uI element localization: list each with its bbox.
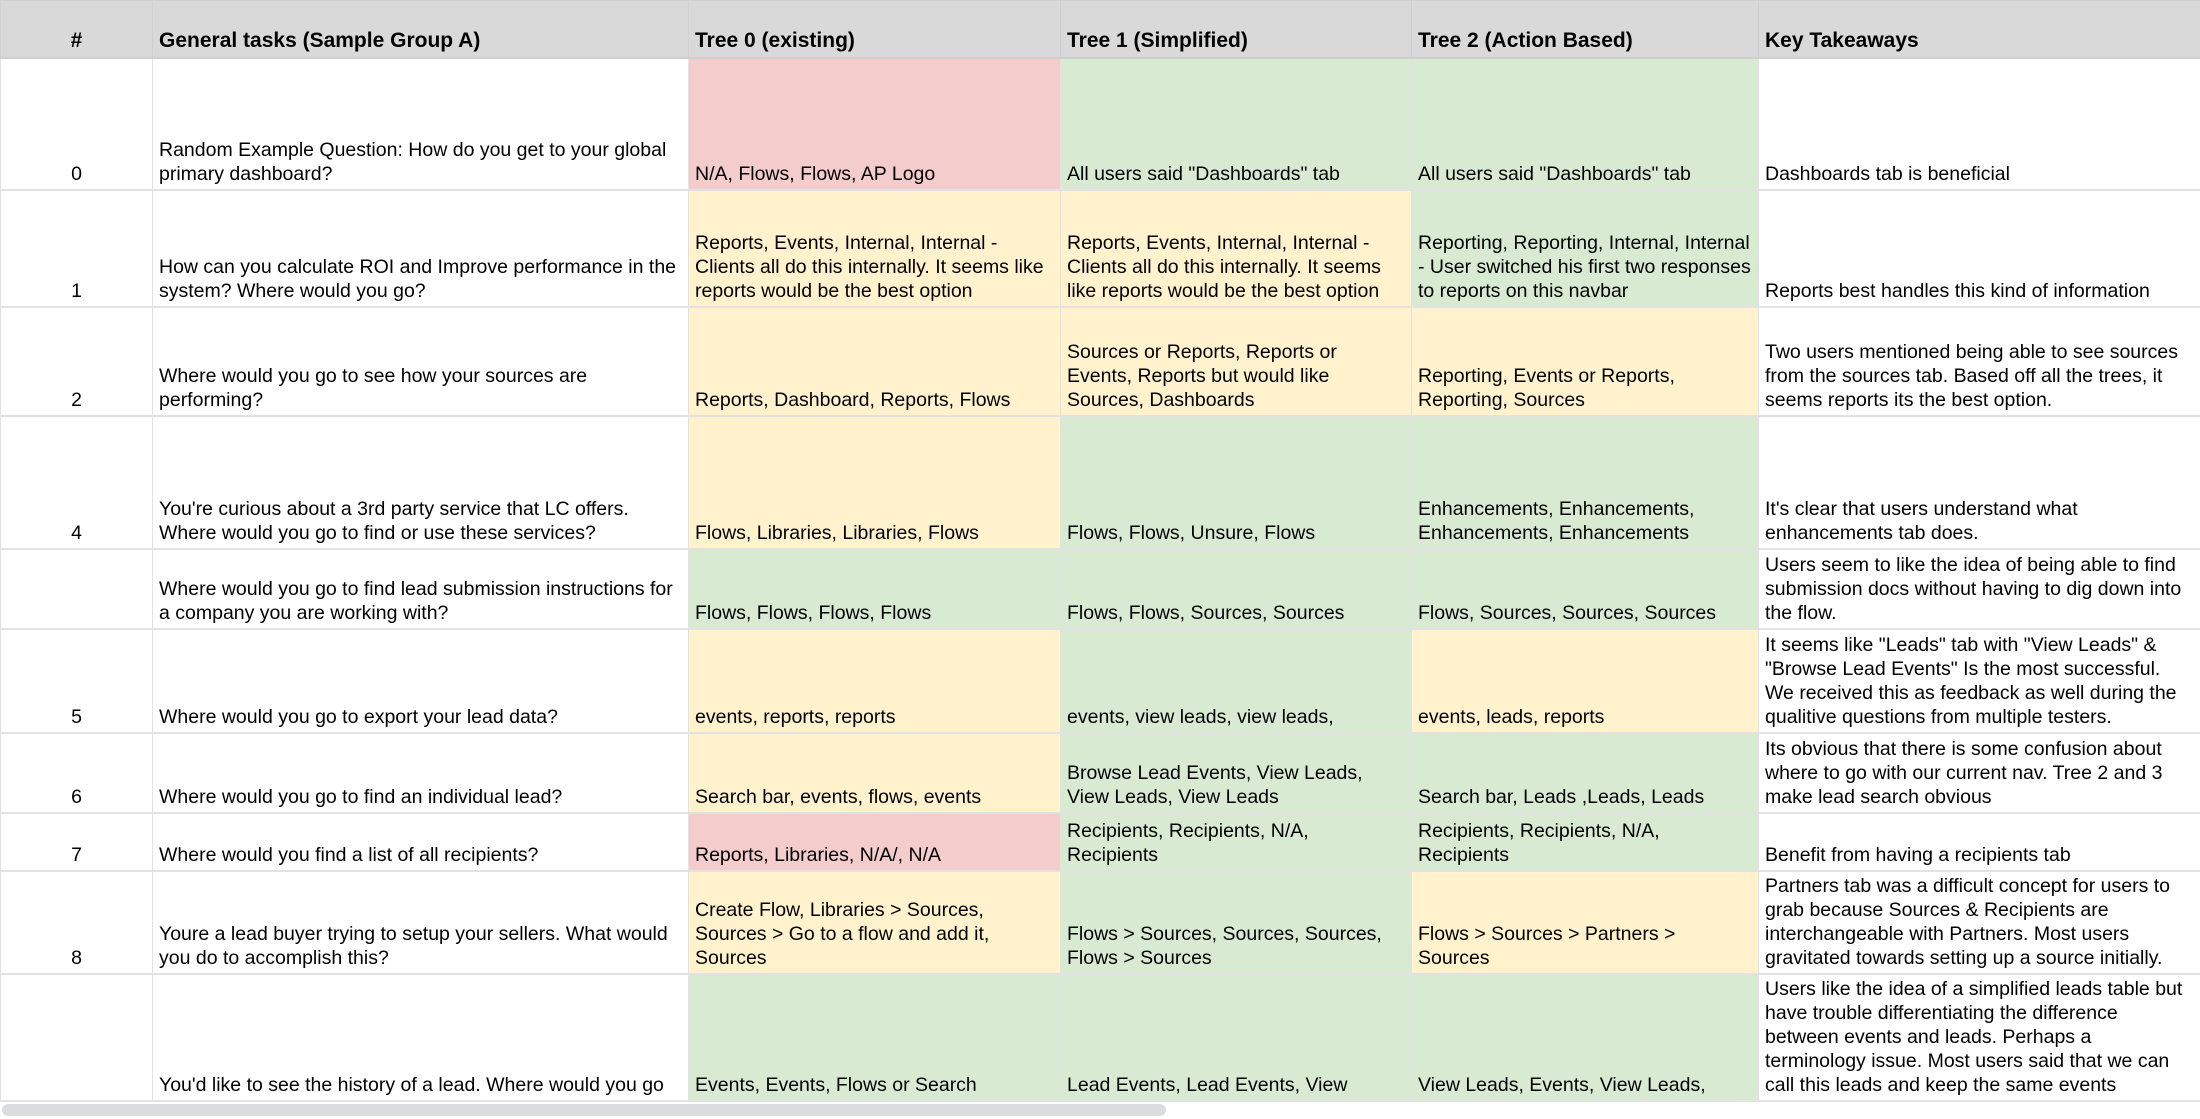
row-number-cell[interactable] xyxy=(1,974,153,1101)
row-number-cell[interactable]: 5 xyxy=(1,629,153,733)
tree-0-cell[interactable]: Flows, Libraries, Libraries, Flows xyxy=(689,416,1061,549)
row-number-cell[interactable]: 0 xyxy=(1,58,153,190)
tree-1-cell[interactable]: Lead Events, Lead Events, View xyxy=(1061,974,1412,1101)
key-takeaway-cell[interactable]: It's clear that users understand what en… xyxy=(1759,416,2200,549)
tree-1-cell[interactable]: Sources or Reports, Reports or Events, R… xyxy=(1061,307,1412,416)
tree-0-cell[interactable]: Reports, Dashboard, Reports, Flows xyxy=(689,307,1061,416)
tree-0-cell[interactable]: Reports, Libraries, N/A/, N/A xyxy=(689,813,1061,871)
header-tree-2[interactable]: Tree 2 (Action Based) xyxy=(1412,1,1759,58)
key-takeaway-cell[interactable]: Reports best handles this kind of inform… xyxy=(1759,190,2200,307)
tree-0-cell[interactable]: Search bar, events, flows, events xyxy=(689,733,1061,813)
header-number[interactable]: # xyxy=(1,1,153,58)
tree-0-cell[interactable]: events, reports, reports xyxy=(689,629,1061,733)
tree-2-cell[interactable]: Reporting, Reporting, Internal, Internal… xyxy=(1412,190,1759,307)
task-cell[interactable]: Youre a lead buyer trying to setup your … xyxy=(153,871,689,974)
task-cell[interactable]: Where would you go to find an individual… xyxy=(153,733,689,813)
tree-1-cell[interactable]: All users said "Dashboards" tab xyxy=(1061,58,1412,190)
table-row: Where would you go to find lead submissi… xyxy=(1,549,2200,629)
key-takeaway-cell[interactable]: It seems like "Leads" tab with "View Lea… xyxy=(1759,629,2200,733)
task-cell[interactable]: Where would you go to see how your sourc… xyxy=(153,307,689,416)
tree-0-cell[interactable]: N/A, Flows, Flows, AP Logo xyxy=(689,58,1061,190)
tree-0-cell[interactable]: Reports, Events, Internal, Internal - Cl… xyxy=(689,190,1061,307)
header-tree-0[interactable]: Tree 0 (existing) xyxy=(689,1,1061,58)
key-takeaway-cell[interactable]: Users like the idea of a simplified lead… xyxy=(1759,974,2200,1101)
tree-0-cell[interactable]: Events, Events, Flows or Search xyxy=(689,974,1061,1101)
task-cell[interactable]: You're curious about a 3rd party service… xyxy=(153,416,689,549)
tree-1-cell[interactable]: Recipients, Recipients, N/A, Recipients xyxy=(1061,813,1412,871)
task-cell[interactable]: Where would you go to find lead submissi… xyxy=(153,549,689,629)
key-takeaway-cell[interactable]: Two users mentioned being able to see so… xyxy=(1759,307,2200,416)
header-general-tasks[interactable]: General tasks (Sample Group A) xyxy=(153,1,689,58)
tree-2-cell[interactable]: Enhancements, Enhancements, Enhancements… xyxy=(1412,416,1759,549)
task-cell[interactable]: Where would you find a list of all recip… xyxy=(153,813,689,871)
scrollbar-thumb[interactable] xyxy=(2,1104,1166,1116)
tree-2-cell[interactable]: Flows > Sources > Partners > Sources xyxy=(1412,871,1759,974)
tree-1-cell[interactable]: Browse Lead Events, View Leads, View Lea… xyxy=(1061,733,1412,813)
tree-2-cell[interactable]: View Leads, Events, View Leads, xyxy=(1412,974,1759,1101)
task-cell[interactable]: Where would you go to export your lead d… xyxy=(153,629,689,733)
table-row: You'd like to see the history of a lead.… xyxy=(1,974,2200,1101)
tree-2-cell[interactable]: Reporting, Events or Reports, Reporting,… xyxy=(1412,307,1759,416)
row-number-cell[interactable]: 8 xyxy=(1,871,153,974)
tree-1-cell[interactable]: events, view leads, view leads, xyxy=(1061,629,1412,733)
tree-1-cell[interactable]: Flows, Flows, Unsure, Flows xyxy=(1061,416,1412,549)
header-tree-1[interactable]: Tree 1 (Simplified) xyxy=(1061,1,1412,58)
row-number-cell[interactable] xyxy=(1,549,153,629)
row-number-cell[interactable]: 2 xyxy=(1,307,153,416)
tree-0-cell[interactable]: Create Flow, Libraries > Sources, Source… xyxy=(689,871,1061,974)
key-takeaway-cell[interactable]: Benefit from having a recipients tab xyxy=(1759,813,2200,871)
header-row: # General tasks (Sample Group A) Tree 0 … xyxy=(1,1,2200,58)
key-takeaway-cell[interactable]: Partners tab was a difficult concept for… xyxy=(1759,871,2200,974)
tree-2-cell[interactable]: All users said "Dashboards" tab xyxy=(1412,58,1759,190)
tree-1-cell[interactable]: Flows, Flows, Sources, Sources xyxy=(1061,549,1412,629)
row-number-cell[interactable]: 7 xyxy=(1,813,153,871)
tree-0-cell[interactable]: Flows, Flows, Flows, Flows xyxy=(689,549,1061,629)
tree-2-cell[interactable]: Search bar, Leads ,Leads, Leads xyxy=(1412,733,1759,813)
horizontal-scrollbar[interactable] xyxy=(0,1102,2200,1119)
row-number-cell[interactable]: 6 xyxy=(1,733,153,813)
row-number-cell[interactable]: 4 xyxy=(1,416,153,549)
task-cell[interactable]: How can you calculate ROI and Improve pe… xyxy=(153,190,689,307)
task-cell[interactable]: You'd like to see the history of a lead.… xyxy=(153,974,689,1101)
tree-1-cell[interactable]: Flows > Sources, Sources, Sources, Flows… xyxy=(1061,871,1412,974)
tree-1-cell[interactable]: Reports, Events, Internal, Internal - Cl… xyxy=(1061,190,1412,307)
tree-2-cell[interactable]: events, leads, reports xyxy=(1412,629,1759,733)
tree-2-cell[interactable]: Recipients, Recipients, N/A, Recipients xyxy=(1412,813,1759,871)
key-takeaway-cell[interactable]: Its obvious that there is some confusion… xyxy=(1759,733,2200,813)
key-takeaway-cell[interactable]: Dashboards tab is beneficial xyxy=(1759,58,2200,190)
header-key-takeaways[interactable]: Key Takeaways xyxy=(1759,1,2200,58)
tree-2-cell[interactable]: Flows, Sources, Sources, Sources xyxy=(1412,549,1759,629)
key-takeaway-cell[interactable]: Users seem to like the idea of being abl… xyxy=(1759,549,2200,629)
row-number-cell[interactable]: 1 xyxy=(1,190,153,307)
task-cell[interactable]: Random Example Question: How do you get … xyxy=(153,58,689,190)
